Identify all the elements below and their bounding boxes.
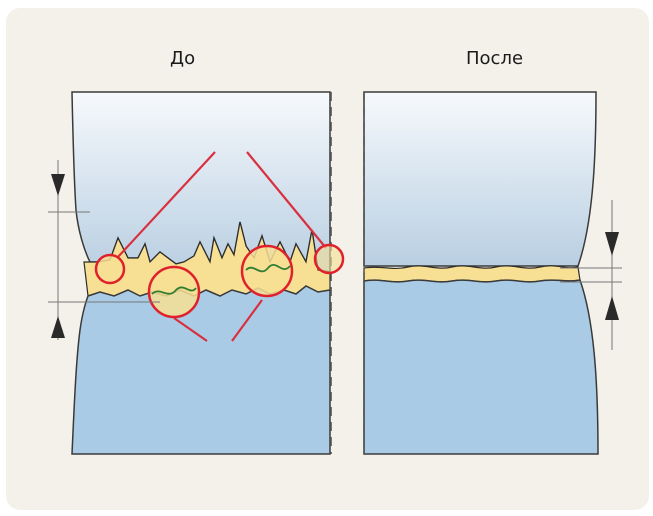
triangle-down-icon <box>51 174 65 196</box>
pointer-line-1 <box>116 151 216 259</box>
pointer-lines <box>116 151 327 342</box>
after-dimension <box>560 200 622 350</box>
before-label: До <box>170 48 196 69</box>
pointer-line-2 <box>246 151 327 249</box>
contact-wave <box>151 286 197 295</box>
red-circle-icon <box>313 243 345 275</box>
after-panel <box>363 91 599 455</box>
contact-wave <box>245 263 291 273</box>
before-dimension <box>48 160 160 340</box>
after-label: После <box>466 48 524 69</box>
triangle-up-icon <box>51 316 65 338</box>
pointer-line-4 <box>231 299 263 342</box>
after-lower-body <box>363 279 599 455</box>
triangle-up-icon <box>605 296 619 320</box>
after-upper-body <box>363 91 597 267</box>
red-circle-icon <box>240 244 294 298</box>
contact-highlights <box>94 243 345 319</box>
triangle-down-icon <box>605 232 619 256</box>
red-circle-icon <box>94 253 126 285</box>
before-lower-body <box>71 285 331 455</box>
pointer-line-3 <box>173 317 208 342</box>
